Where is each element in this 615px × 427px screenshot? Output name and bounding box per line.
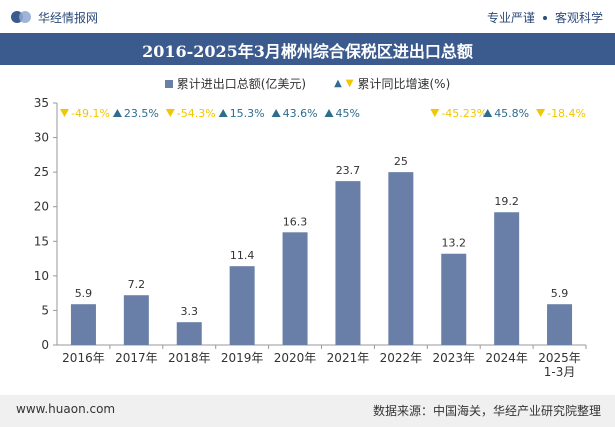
growth-up-triangle-icon (271, 109, 281, 117)
bar-chart: 0 5 10 15 20 25 30 35 5.9 2016年 -49.1% 7.2 2017年 23.5… (34, 96, 587, 379)
legend-down-triangle-icon: ▼ (345, 78, 354, 89)
x-tick-label: 2016年 (62, 351, 105, 365)
brand-name: 华经情报网 (38, 10, 99, 25)
legend-label-growth: 累计同比增速(%) (357, 77, 451, 91)
legend-label-total: 累计进出口总额(亿美元) (176, 77, 307, 91)
bar (388, 172, 414, 345)
growth-down-triangle-icon (60, 109, 69, 117)
bar (494, 212, 520, 345)
legend: 累计进出口总额(亿美元) ▲ ▼ 累计同比增速(%) (0, 75, 615, 92)
growth-label: -54.3% (177, 107, 216, 120)
legend-item-total: 累计进出口总额(亿美元) (164, 75, 307, 92)
growth-label: -18.4% (547, 107, 586, 120)
footer-source: 数据来源：中国海关，华经产业研究院整理 (372, 404, 601, 418)
x-tick-label: 2024年 (485, 351, 528, 365)
bar-value-label: 7.2 (128, 278, 146, 291)
bar-value-label: 11.4 (230, 249, 255, 262)
bar (123, 295, 149, 345)
bar-value-label: 19.2 (494, 195, 519, 208)
growth-down-triangle-icon (165, 109, 175, 117)
bar (282, 232, 308, 345)
x-tick-label: 2022年 (380, 351, 423, 365)
growth-up-triangle-icon (324, 109, 334, 117)
tagline: 专业严谨 客观科学 (487, 9, 603, 26)
footer-bar (0, 395, 615, 427)
x-tick-label: 2025年 (538, 351, 581, 365)
x-tick-label: 2021年 (327, 351, 370, 365)
x-tick-label: 1-3月 (544, 365, 576, 379)
y-tick-label: 20 (34, 200, 49, 214)
bar (441, 253, 467, 345)
x-tick-label: 2020年 (274, 351, 317, 365)
y-tick-label: 15 (34, 234, 49, 248)
y-tick-label: 5 (41, 303, 49, 317)
y-tick-label: 30 (34, 131, 49, 145)
bar (229, 266, 255, 345)
bar-value-label: 3.3 (181, 305, 199, 318)
bar-value-label: 25 (394, 155, 408, 168)
legend-bar-swatch-icon (164, 79, 173, 88)
title-bar (0, 33, 615, 65)
x-tick-label: 2017年 (115, 351, 158, 365)
x-tick-label: 2018年 (168, 351, 211, 365)
bar-value-label: 5.9 (75, 287, 93, 300)
legend-up-triangle-icon: ▲ (334, 78, 342, 89)
x-tick-label: 2023年 (432, 351, 475, 365)
top-bar: 华经情报网 专业严谨 客观科学 (0, 0, 615, 35)
growth-up-triangle-icon (483, 109, 493, 117)
growth-label: -45.23% (441, 107, 487, 120)
bar-value-label: 16.3 (283, 215, 308, 228)
growth-label: 45.8% (494, 107, 529, 120)
bar (335, 181, 361, 345)
brand: 华经情报网 (10, 8, 98, 26)
growth-up-triangle-icon (112, 109, 122, 117)
growth-label: 15.3% (230, 107, 265, 120)
growth-label: -49.1% (71, 107, 110, 120)
y-tick-label: 25 (34, 165, 49, 179)
y-tick-label: 0 (41, 338, 49, 352)
chart-title: 2016-2025年3月郴州综合保税区进出口总额 (142, 42, 473, 61)
growth-up-triangle-icon (218, 109, 228, 117)
tagline-dot-icon (542, 15, 547, 20)
bar (70, 304, 96, 345)
footer-website: www.huaon.com (16, 402, 116, 416)
y-tick-label: 10 (34, 269, 49, 283)
legend-item-growth: ▲ ▼ 累计同比增速(%) (334, 75, 450, 92)
tagline-right: 客观科学 (554, 11, 603, 25)
huajing-logo-icon (11, 11, 31, 23)
growth-label: 23.5% (124, 107, 159, 120)
y-tick-label: 35 (34, 96, 49, 110)
bar (176, 322, 202, 345)
tagline-left: 专业严谨 (486, 11, 535, 25)
bar (547, 304, 573, 345)
bar-value-label: 5.9 (551, 287, 569, 300)
bar-value-label: 13.2 (442, 237, 467, 250)
growth-down-triangle-icon (430, 109, 440, 117)
growth-down-triangle-icon (536, 109, 546, 117)
growth-label: 45% (336, 107, 360, 120)
bar-value-label: 23.7 (336, 164, 361, 177)
x-tick-label: 2019年 (221, 351, 264, 365)
growth-label: 43.6% (283, 107, 318, 120)
